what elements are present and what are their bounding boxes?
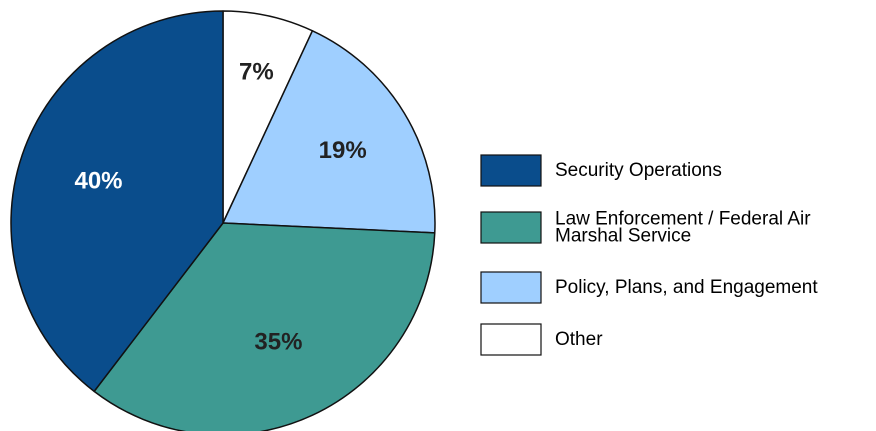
legend-swatch-other [480, 323, 542, 356]
legend-label-other: Other [555, 329, 603, 350]
pie-label-law-enforcement-federal-air-marshal-service: 35% [254, 329, 302, 356]
pie-label-security-operations: 40% [74, 167, 122, 194]
legend-label-security-operations: Security Operations [555, 160, 722, 181]
pie-label-policy-plans-and-engagement: 19% [319, 137, 367, 164]
pie-slice-law-enforcement-federal-air-marshal-service [93, 222, 436, 431]
pie-slices [10, 10, 436, 431]
pie-label-other: 7% [239, 58, 274, 85]
pie-percent-labels: 7% 19% 35% 40% [74, 58, 366, 355]
legend-swatch-policy-plans-and-engagement [480, 271, 542, 304]
legend: Security Operations Law Enforcement / Fed… [480, 154, 818, 356]
pie-slice-policy-plans-and-engagement [222, 30, 436, 234]
pie-slice-security-operations [10, 10, 224, 393]
legend-swatch-law-enforcement-federal-air-marshal-service [480, 211, 542, 244]
legend-swatch-security-operations [480, 154, 542, 187]
legend-label-law-enforcement-federal-air-marshal-service: Law Enforcement / Federal Air Marshal Ser… [555, 209, 811, 247]
legend-label-policy-plans-and-engagement: Policy, Plans, and Engagement [555, 277, 818, 298]
